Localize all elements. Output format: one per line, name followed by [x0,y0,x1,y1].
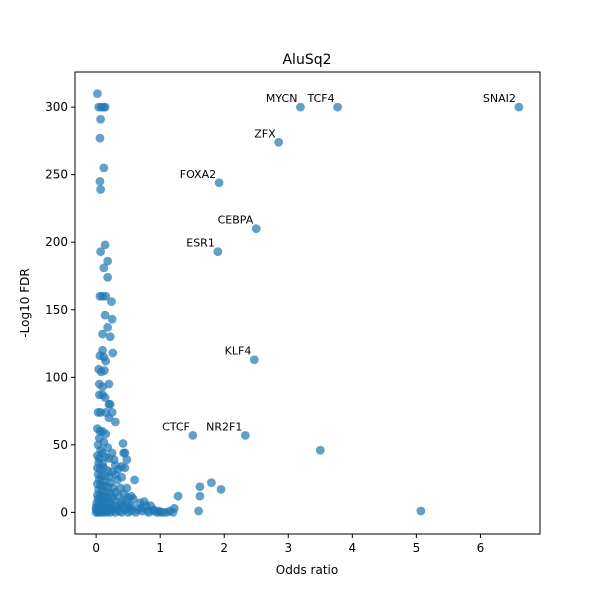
chart-title: AluSq2 [282,52,331,68]
annotation-label: MYCN [266,92,298,105]
points-layer [91,89,524,517]
data-point [195,482,205,492]
data-point [141,501,151,511]
y-tick-label: 50 [53,438,68,452]
data-point [101,429,111,439]
data-point [103,272,113,282]
data-point [100,393,110,402]
data-point [514,102,524,112]
data-point [120,448,130,458]
data-point [296,102,305,112]
data-point [194,506,204,516]
annotation-label: KLF4 [225,345,252,358]
annotation-label: CTCF [162,420,190,433]
data-point [93,89,102,99]
x-tick-label: 6 [477,541,485,555]
data-point [118,439,128,448]
data-point [100,366,109,375]
data-point [195,491,205,501]
data-point [98,382,107,392]
data-point [101,291,111,301]
data-point [213,247,223,257]
x-tick-label: 1 [156,541,164,555]
data-point [168,507,178,517]
annotation-label: NR2F1 [206,420,242,433]
annotation-label: ZFX [254,127,276,140]
annotation-label: FOXA2 [180,168,216,181]
data-point [130,475,139,485]
data-point [108,348,118,358]
x-axis-ticks: 0 1 2 3 4 5 6 [92,534,484,555]
annotation-label: ESR1 [186,237,215,250]
y-tick-label: 100 [45,370,68,384]
data-point [117,507,127,517]
data-point [101,356,111,366]
annotation-label: SNAI2 [483,92,516,105]
data-point [104,413,114,423]
data-point [416,506,426,516]
x-tick-label: 0 [92,541,100,555]
data-point [120,463,130,473]
data-point [110,417,120,427]
data-point [274,137,284,147]
x-axis-label: Odds ratio [276,563,338,577]
data-point [107,297,116,307]
data-point [123,507,133,517]
data-point [107,314,117,324]
plot-frame [74,71,541,535]
data-point [96,247,106,257]
data-point [99,263,109,273]
data-point [149,506,159,516]
data-point [105,399,115,409]
y-axis-ticks: 0 50 100 150 200 250 300 [45,100,75,519]
data-point [95,177,105,186]
data-point [105,332,115,342]
annotation-label: CEBPA [218,214,254,227]
annotation-label: TCF4 [307,92,335,105]
y-tick-label: 250 [45,168,68,182]
data-point [112,475,122,485]
data-point [333,102,342,112]
data-point [100,102,110,112]
data-point [96,114,106,124]
y-tick-label: 200 [45,235,68,249]
data-point [216,485,226,494]
data-point [207,478,216,488]
x-tick-label: 5 [413,541,421,555]
x-tick-label: 3 [284,541,292,555]
data-point [100,310,110,320]
data-point [96,185,106,194]
data-point [249,355,259,365]
x-tick-label: 4 [349,541,357,555]
y-tick-label: 150 [45,303,68,317]
data-point [98,329,107,339]
data-point [100,240,110,250]
data-point [240,430,250,440]
y-axis-label: -Log10 FDR [18,268,32,337]
data-point [99,163,109,173]
data-point [103,322,113,332]
data-point [122,455,132,465]
data-point [214,178,224,188]
data-point [110,507,120,517]
y-tick-label: 0 [60,505,68,519]
data-point [95,133,105,143]
data-point [188,430,198,440]
x-tick-label: 2 [220,541,228,555]
data-point [251,224,261,234]
y-tick-label: 300 [45,100,68,114]
data-point [173,491,183,501]
data-point [103,256,113,266]
data-point [315,445,325,455]
